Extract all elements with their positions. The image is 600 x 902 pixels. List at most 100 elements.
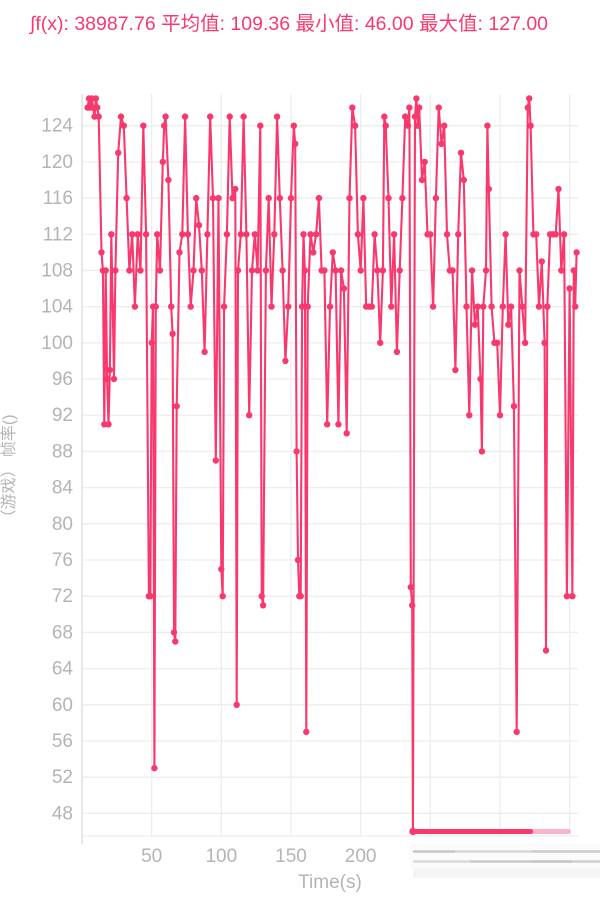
game-fps-point	[396, 267, 403, 274]
game-fps-point	[303, 728, 310, 736]
game-fps-point	[102, 267, 109, 274]
game-fps-point	[218, 565, 225, 573]
fps-chart: 48 52 56 60 64 68 72 76 80 84 88 92 96 100 104 108 112 11…	[0, 90, 600, 902]
game-fps-point	[159, 158, 166, 166]
game-fps-point	[326, 303, 334, 310]
game-fps-point	[219, 593, 226, 600]
game-fps-point	[335, 421, 342, 428]
game-fps-point	[265, 194, 272, 202]
game-fps-point	[521, 339, 529, 346]
game-fps-point	[173, 403, 180, 410]
game-fps-point	[538, 258, 545, 265]
game-fps-point	[427, 231, 434, 238]
y-tick-label: 56	[52, 731, 73, 752]
game-fps-point	[112, 267, 119, 274]
game-fps-point	[201, 348, 208, 356]
game-fps-point	[388, 303, 395, 310]
game-fps-point	[438, 140, 445, 147]
game-fps-point	[152, 303, 159, 310]
game-fps-point	[560, 231, 568, 238]
game-fps-point	[248, 267, 256, 274]
y-tick-label: 92	[52, 405, 73, 426]
game-fps-point	[569, 593, 576, 600]
game-fps-point	[234, 267, 242, 274]
game-fps-point	[254, 267, 261, 274]
y-tick-label: 52	[52, 767, 73, 788]
game-fps-point	[137, 267, 144, 274]
game-fps-point	[294, 556, 302, 564]
game-fps-point	[478, 448, 486, 455]
game-fps-point	[123, 194, 130, 202]
game-fps-point	[443, 231, 451, 238]
game-fps-point	[204, 231, 211, 238]
game-fps-point	[544, 303, 551, 310]
game-fps-point	[290, 122, 297, 129]
overlay-band-2	[413, 868, 600, 878]
game-fps-point	[471, 321, 479, 328]
game-fps-point	[172, 638, 179, 645]
game-fps-point	[418, 176, 426, 184]
y-tick-label: 64	[52, 659, 74, 680]
game-fps-point	[552, 231, 559, 238]
game-fps-point	[298, 303, 306, 310]
game-fps-point	[134, 231, 141, 238]
game-fps-point	[258, 593, 265, 600]
game-fps-point	[209, 194, 217, 202]
game-fps-point	[92, 95, 100, 102]
game-fps-point	[354, 231, 362, 238]
y-axis-title: （游戏） 帧率()	[0, 414, 18, 525]
game-fps-point	[98, 249, 105, 256]
game-fps-point	[337, 267, 345, 274]
game-fps-point	[140, 122, 147, 129]
game-fps-point	[105, 421, 112, 428]
y-tick-label: 72	[52, 586, 73, 607]
game-fps-point	[195, 222, 203, 229]
game-fps-point	[108, 231, 115, 238]
game-fps-point	[297, 593, 304, 600]
game-fps-point	[310, 249, 317, 256]
game-fps-point	[526, 95, 533, 102]
game-fps-point	[413, 95, 420, 102]
game-fps-point	[346, 194, 353, 202]
game-fps-point	[477, 375, 484, 383]
game-fps-point	[229, 194, 236, 202]
game-fps-point	[349, 104, 356, 111]
game-fps-point	[109, 303, 116, 310]
fps-stats-header: ∫f(x): 38987.76 平均值: 109.36 最小值: 46.00 最…	[30, 13, 549, 35]
game-fps-point	[287, 194, 295, 202]
game-fps-point	[268, 303, 275, 310]
game-fps-point	[232, 185, 239, 193]
game-fps-point	[566, 285, 573, 292]
game-fps-point	[382, 122, 389, 129]
game-fps-point	[276, 194, 283, 202]
game-fps-point	[474, 303, 481, 310]
game-fps-point	[499, 303, 506, 310]
game-fps-point	[279, 267, 286, 274]
game-fps-point	[340, 285, 348, 292]
game-fps-point	[282, 357, 289, 365]
game-fps-point	[168, 303, 175, 310]
game-fps-point	[151, 764, 158, 772]
game-fps-point	[165, 176, 172, 184]
game-fps-point	[237, 231, 244, 238]
game-fps-point	[541, 339, 548, 346]
game-fps-point	[399, 194, 406, 202]
game-fps-point	[407, 584, 414, 591]
game-fps-point	[179, 231, 186, 238]
game-fps-point	[449, 267, 456, 274]
game-fps-point	[494, 339, 501, 346]
game-fps-point	[181, 113, 189, 120]
y-tick-label: 108	[41, 260, 73, 281]
game-fps-point	[360, 194, 367, 202]
game-fps-point	[505, 321, 512, 328]
game-fps-point	[533, 231, 540, 238]
game-fps-point	[558, 267, 565, 274]
game-fps-point	[555, 185, 562, 193]
game-fps-point	[488, 303, 495, 310]
x-tick-label: 100	[205, 846, 237, 867]
game-fps-point	[452, 366, 459, 374]
game-fps-point	[262, 267, 270, 274]
game-fps-point	[292, 140, 299, 147]
game-fps-point	[329, 249, 336, 256]
